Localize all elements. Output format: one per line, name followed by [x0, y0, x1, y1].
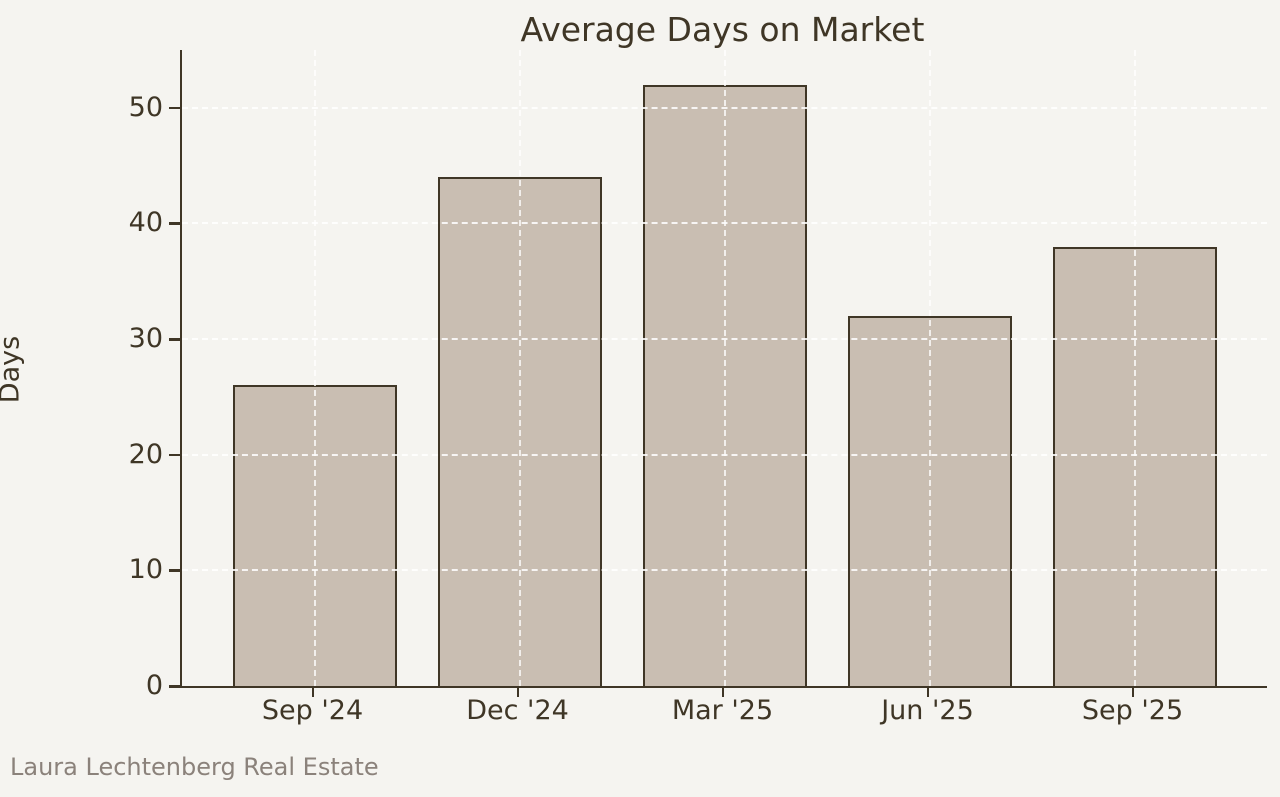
v-gridline: [723, 50, 726, 686]
x-tick-label: Mar '25: [671, 695, 774, 726]
x-tick-mark: [926, 688, 929, 697]
v-gridline: [518, 50, 521, 686]
v-gridline: [928, 50, 931, 686]
x-tick-mark: [1131, 688, 1134, 697]
y-tick-label: 40: [128, 207, 163, 239]
y-tick-label: 10: [128, 554, 163, 586]
y-tick-label: 20: [128, 438, 163, 470]
y-tick-label: 50: [128, 91, 163, 123]
y-tick-label: 0: [145, 670, 163, 701]
y-tick-mark: [169, 453, 180, 457]
x-tick-label: Jun '25: [881, 695, 974, 726]
y-axis-label: Days: [0, 335, 26, 404]
y-tick-mark: [169, 338, 180, 341]
v-gridline: [313, 50, 316, 686]
x-tick-mark: [311, 688, 314, 697]
y-tick-mark: [169, 569, 180, 572]
plot-area: [180, 50, 1267, 688]
y-tick-mark: [169, 685, 180, 688]
x-tick-label: Sep '25: [1081, 695, 1184, 726]
v-gridline: [1133, 50, 1136, 686]
chart-title: Average Days on Market: [520, 10, 925, 49]
y-tick-label: 30: [128, 323, 163, 355]
y-tick-mark: [169, 106, 180, 110]
footer-brand: Laura Lechtenberg Real Estate: [10, 753, 379, 781]
x-tick-label: Dec '24: [466, 695, 569, 726]
x-tick-label: Sep '24: [261, 695, 364, 726]
x-tick-mark: [721, 688, 724, 697]
x-tick-mark: [516, 688, 519, 697]
y-tick-mark: [169, 222, 180, 225]
